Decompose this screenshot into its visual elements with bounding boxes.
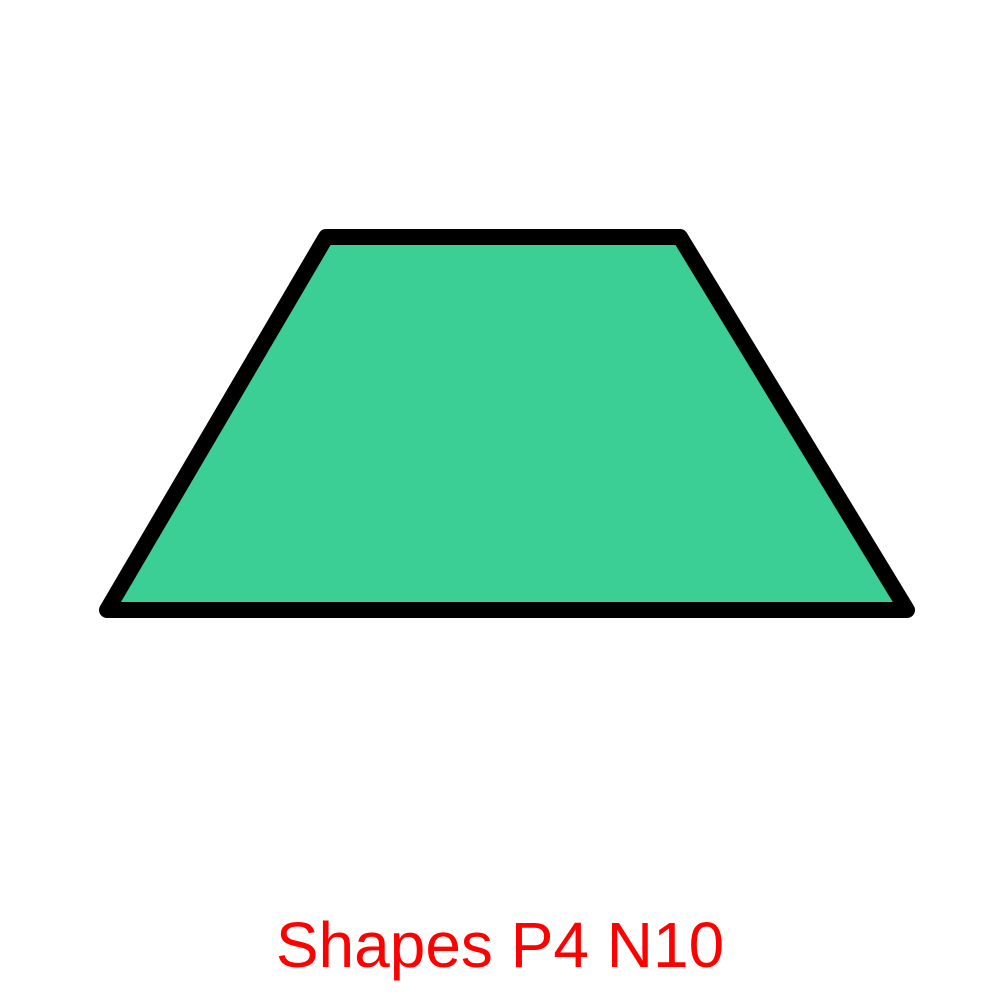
shape-caption: Shapes P4 N10 <box>275 909 725 981</box>
trapezoid-shape <box>99 229 915 618</box>
